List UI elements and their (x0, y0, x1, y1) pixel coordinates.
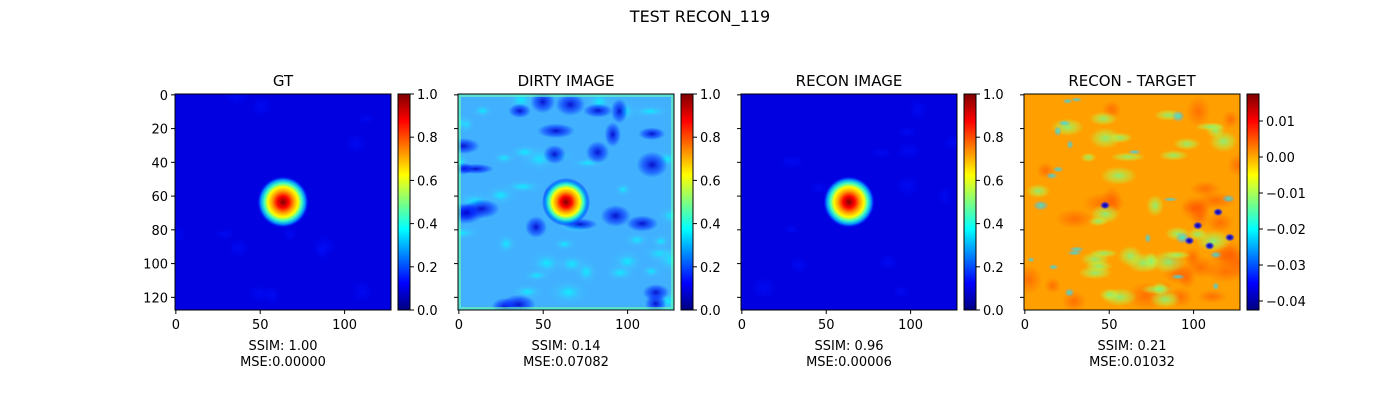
colorbar-tick-label: 0.4 (700, 218, 721, 233)
y-tick-label: 80 (151, 224, 168, 239)
colorbar-tick-label: 0.8 (417, 131, 438, 146)
colorbar-tick-label: −0.04 (1266, 295, 1306, 310)
ssim-label: SSIM: 1.00 (248, 339, 317, 354)
heatmap-image (1024, 94, 1240, 310)
colorbar-tick-label: 0.6 (983, 174, 1004, 189)
heatmap-image (741, 94, 957, 310)
x-tick-label: 100 (615, 318, 640, 333)
x-tick-label: 100 (898, 318, 923, 333)
colorbar-tick-label: 1.0 (700, 88, 721, 103)
x-tick-label: 100 (332, 318, 357, 333)
colorbar (397, 93, 411, 311)
x-tick-label: 0 (455, 318, 463, 333)
x-tick-label: 0 (1021, 318, 1029, 333)
x-tick-label: 50 (252, 318, 269, 333)
colorbar-tick-label: 0.00 (1266, 151, 1295, 166)
panel-title: GT (273, 72, 294, 90)
heatmap-image (175, 94, 391, 310)
y-tick-label: 0 (160, 89, 168, 104)
colorbar (963, 93, 977, 311)
colorbar-tick-label: 1.0 (983, 88, 1004, 103)
colorbar-tick-label: 0.0 (983, 304, 1004, 319)
y-tick-label: 120 (143, 291, 168, 306)
colorbar-tick-label: 0.0 (700, 304, 721, 319)
colorbar-tick-label: 0.0 (417, 304, 438, 319)
colorbar-tick-label: −0.03 (1266, 259, 1306, 274)
ssim-label: SSIM: 0.14 (531, 339, 600, 354)
colorbar-tick-label: 0.8 (700, 131, 721, 146)
figure-suptitle: TEST RECON_119 (629, 7, 770, 27)
ssim-label: SSIM: 0.96 (814, 339, 883, 354)
ssim-label: SSIM: 0.21 (1097, 339, 1166, 354)
colorbar-tick-label: −0.02 (1266, 223, 1306, 238)
panel-title: RECON IMAGE (796, 72, 903, 90)
y-tick-label: 40 (151, 156, 168, 171)
y-tick-label: 100 (143, 258, 168, 273)
x-tick-label: 50 (1101, 318, 1118, 333)
colorbar-tick-label: 0.2 (417, 261, 438, 276)
x-tick-label: 100 (1181, 318, 1206, 333)
colorbar-tick-label: 0.6 (417, 174, 438, 189)
x-tick-label: 50 (535, 318, 552, 333)
colorbar-tick-label: 0.2 (983, 261, 1004, 276)
colorbar (680, 93, 694, 311)
mse-label: MSE:0.00006 (806, 355, 892, 370)
mse-label: MSE:0.00000 (240, 355, 326, 370)
colorbar (1246, 93, 1260, 311)
panel-title: RECON - TARGET (1068, 72, 1196, 90)
mse-label: MSE:0.01032 (1089, 355, 1175, 370)
colorbar-tick-label: 0.2 (700, 261, 721, 276)
x-tick-label: 0 (172, 318, 180, 333)
colorbar-tick-label: 0.01 (1266, 115, 1295, 130)
y-tick-label: 20 (151, 123, 168, 138)
x-tick-label: 0 (738, 318, 746, 333)
colorbar-tick-label: −0.01 (1266, 187, 1306, 202)
colorbar-tick-label: 0.4 (983, 218, 1004, 233)
colorbar-tick-label: 0.8 (983, 131, 1004, 146)
colorbar-tick-label: 0.6 (700, 174, 721, 189)
heatmap-image (458, 94, 674, 310)
colorbar-tick-label: 0.4 (417, 218, 438, 233)
colorbar-tick-label: 1.0 (417, 88, 438, 103)
mse-label: MSE:0.07082 (523, 355, 609, 370)
panel-title: DIRTY IMAGE (518, 72, 615, 90)
y-tick-label: 60 (151, 190, 168, 205)
x-tick-label: 50 (818, 318, 835, 333)
